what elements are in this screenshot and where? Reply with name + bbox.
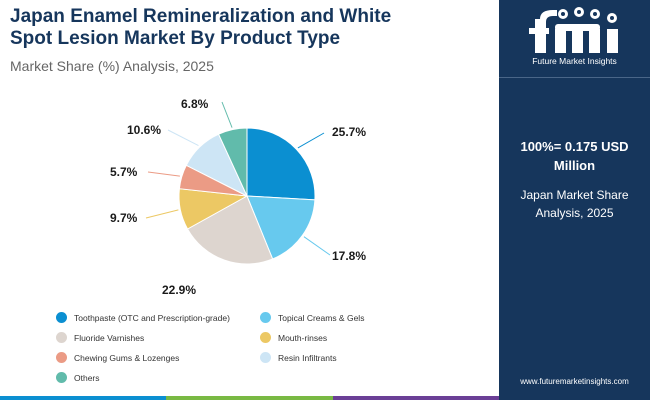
leader-line-6 xyxy=(167,129,199,147)
legend-label: Others xyxy=(74,372,100,383)
legend-swatch xyxy=(260,352,271,363)
legend-label: Topical Creams & Gels xyxy=(278,312,365,323)
leader-line-4 xyxy=(145,209,179,219)
bottom-bar-segment-green xyxy=(166,396,333,400)
brand-name: Future Market Insights xyxy=(532,56,617,66)
info-panel: Future Market Insights 100%= 0.175 USD M… xyxy=(499,0,650,400)
chart-subtitle: Market Share (%) Analysis, 2025 xyxy=(10,58,214,74)
leader-line-7 xyxy=(221,101,233,128)
pie-slice-3 xyxy=(186,195,274,265)
market-total: 100%= 0.175 USD Million xyxy=(520,139,629,173)
legend-item: Mouth-rinses xyxy=(260,332,327,343)
data-label-5: 5.7% xyxy=(110,165,138,179)
legend-label: Toothpaste (OTC and Prescription-grade) xyxy=(74,312,230,323)
legend-item: Chewing Gums & Lozenges xyxy=(56,352,179,363)
legend-swatch xyxy=(56,312,67,323)
pie-leader-lines xyxy=(145,101,331,256)
pie-chart: 25.7% 17.8% 22.9% 9.7% 5.7% 10.6% 6.8% xyxy=(110,97,366,297)
legend-label: Chewing Gums & Lozenges xyxy=(74,352,180,363)
pie-slices xyxy=(178,127,316,265)
bottom-bar-segment-blue xyxy=(0,396,167,400)
bottom-color-bar xyxy=(0,396,499,400)
panel-divider xyxy=(499,77,650,78)
legend-item: Fluoride Varnishes xyxy=(56,332,144,343)
data-label-4: 9.7% xyxy=(110,211,138,225)
data-label-3: 22.9% xyxy=(162,283,196,297)
legend-item: Topical Creams & Gels xyxy=(260,312,364,323)
leader-line-5 xyxy=(147,171,180,177)
pie-slice-2 xyxy=(246,195,316,260)
pie-slice-1 xyxy=(246,127,316,201)
legend-item: Resin Infiltrants xyxy=(260,352,337,363)
fmi-logo-icon xyxy=(529,7,618,53)
legend-label: Mouth-rinses xyxy=(278,332,328,343)
data-label-6: 10.6% xyxy=(127,123,161,137)
bottom-bar-segment-purple xyxy=(332,396,499,400)
leader-line-2 xyxy=(303,236,331,256)
legend-item: Others xyxy=(56,372,100,383)
data-label-1: 25.7% xyxy=(332,125,366,139)
chart-title: Japan Enamel Remineralization and White … xyxy=(10,6,392,49)
leader-line-1 xyxy=(297,132,325,149)
data-label-2: 17.8% xyxy=(332,249,366,263)
legend-swatch xyxy=(260,312,271,323)
pie-data-labels: 25.7% 17.8% 22.9% 9.7% 5.7% 10.6% 6.8% xyxy=(110,97,366,297)
legend-item: Toothpaste (OTC and Prescription-grade) xyxy=(56,312,230,323)
legend-label: Resin Infiltrants xyxy=(278,352,337,363)
legend-swatch xyxy=(56,332,67,343)
legend-swatch xyxy=(260,332,271,343)
legend-label: Fluoride Varnishes xyxy=(74,332,145,343)
pie-slice-7 xyxy=(217,127,248,197)
market-caption: Japan Market Share Analysis, 2025 xyxy=(520,188,629,220)
legend-swatch xyxy=(56,352,67,363)
website-link[interactable]: www.futuremarketinsights.com xyxy=(520,377,629,386)
legend-swatch xyxy=(56,372,67,383)
data-label-7: 6.8% xyxy=(181,97,209,111)
